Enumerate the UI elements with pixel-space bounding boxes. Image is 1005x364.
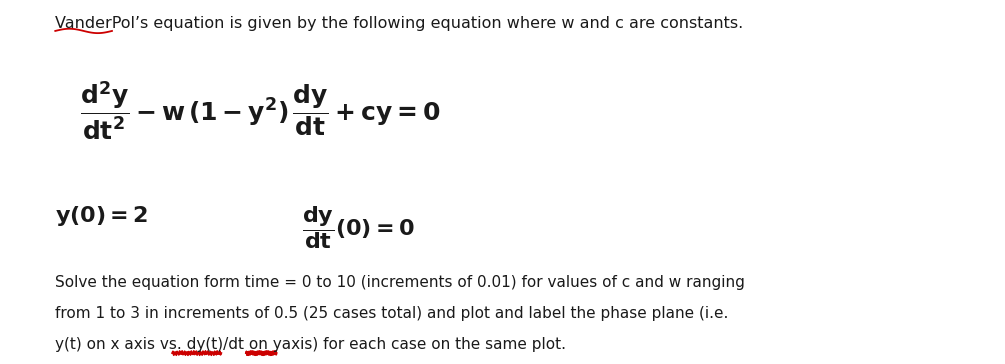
Text: y(t) on x axis vs. dy(t)/dt on yaxis) for each case on the same plot.: y(t) on x axis vs. dy(t)/dt on yaxis) fo…: [55, 337, 566, 352]
Text: $\mathbf{y(0) = 2}$: $\mathbf{y(0) = 2}$: [55, 204, 149, 228]
Text: from 1 to 3 in increments of 0.5 (25 cases total) and plot and label the phase p: from 1 to 3 in increments of 0.5 (25 cas…: [55, 306, 729, 321]
Text: VanderPol’s equation is given by the following equation where w and c are consta: VanderPol’s equation is given by the fol…: [55, 16, 744, 31]
Text: $\mathbf{\dfrac{dy}{dt}(0) = 0}$: $\mathbf{\dfrac{dy}{dt}(0) = 0}$: [302, 204, 414, 251]
Text: Solve the equation form time = 0 to 10 (increments of 0.01) for values of c and : Solve the equation form time = 0 to 10 (…: [55, 275, 745, 290]
Text: $\mathbf{\dfrac{d^2y}{dt^2} - w\,(1 - y^2)\,\dfrac{dy}{dt} + cy = 0}$: $\mathbf{\dfrac{d^2y}{dt^2} - w\,(1 - y^…: [80, 80, 441, 142]
